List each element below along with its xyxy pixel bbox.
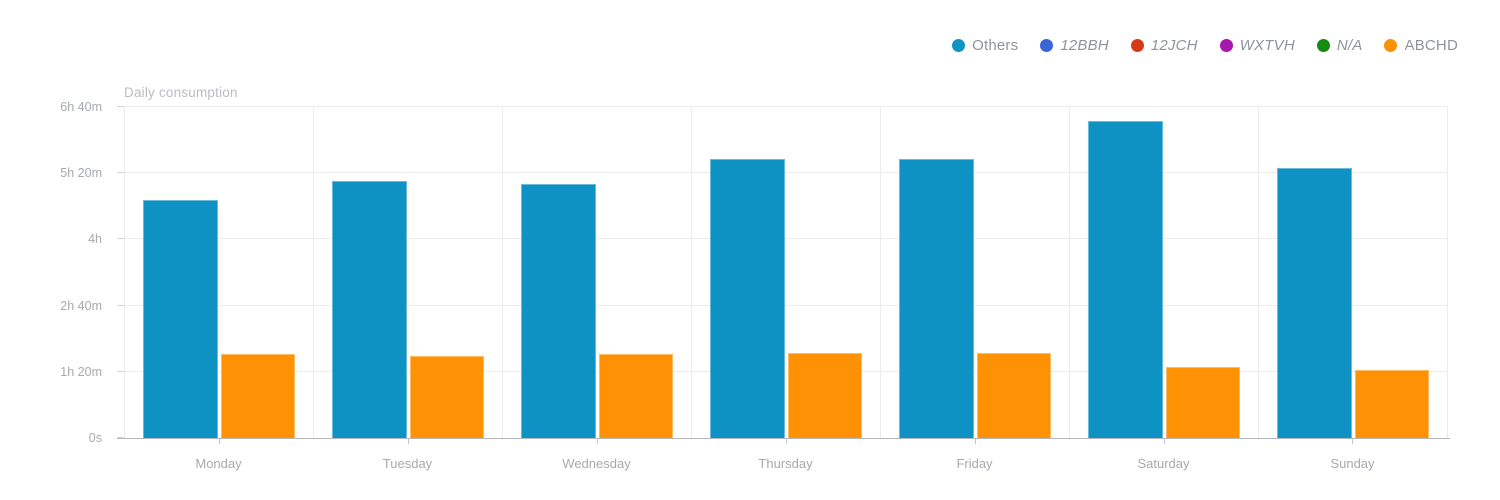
bar-others-monday[interactable] bbox=[142, 199, 219, 438]
category-column-thursday bbox=[691, 107, 880, 438]
x-axis-label-sunday: Sunday bbox=[1330, 456, 1375, 471]
y-axis-label: 4h bbox=[88, 232, 102, 247]
x-axis-label-thursday: Thursday bbox=[758, 456, 813, 471]
category-column-wednesday bbox=[502, 107, 691, 438]
gridline-vertical bbox=[313, 107, 314, 438]
gridline-horizontal bbox=[124, 172, 1447, 174]
category-column-saturday bbox=[1069, 107, 1258, 438]
category-column-friday bbox=[880, 107, 1069, 438]
x-axis-tick bbox=[596, 439, 598, 444]
bar-abchd-thursday[interactable] bbox=[788, 352, 863, 438]
legend-label: 12JCH bbox=[1150, 37, 1198, 54]
category-column-tuesday bbox=[313, 107, 502, 438]
y-axis-label: 0s bbox=[88, 431, 102, 445]
gridline-vertical bbox=[1447, 107, 1448, 438]
legend-item-abchd[interactable]: ABCHD bbox=[1384, 37, 1458, 54]
y-axis-label: 5h 20m bbox=[60, 166, 102, 181]
x-axis-labels: Monday Tuesday Wednesday Thursday Friday Satu… bbox=[124, 438, 1447, 483]
x-axis-tick bbox=[1352, 439, 1354, 444]
legend-dot-icon bbox=[1040, 39, 1054, 52]
bar-others-friday[interactable] bbox=[898, 159, 975, 438]
bar-abchd-saturday[interactable] bbox=[1166, 366, 1241, 438]
bar-abchd-wednesday[interactable] bbox=[599, 353, 674, 438]
legend-dot-icon bbox=[1219, 39, 1233, 52]
legend-item-wxtvh[interactable]: WXTVH bbox=[1219, 37, 1295, 54]
gridline-vertical bbox=[880, 107, 881, 438]
legend-label: WXTVH bbox=[1239, 37, 1295, 54]
gridline-vertical bbox=[1258, 107, 1259, 438]
bar-others-saturday[interactable] bbox=[1087, 121, 1164, 438]
x-axis-line bbox=[117, 438, 1450, 439]
category-column-sunday bbox=[1258, 107, 1447, 438]
y-axis-tick bbox=[117, 437, 124, 438]
x-axis-label-saturday: Saturday bbox=[1137, 456, 1190, 471]
legend-dot-icon bbox=[1316, 39, 1330, 52]
y-axis-label: 2h 40m bbox=[60, 298, 102, 313]
legend-label: 12BBH bbox=[1060, 37, 1109, 54]
legend-item-12jch[interactable]: 12JCH bbox=[1130, 37, 1198, 54]
bar-others-wednesday[interactable] bbox=[520, 183, 597, 438]
legend-item-n-a[interactable]: N/A bbox=[1316, 37, 1363, 54]
bar-abchd-friday[interactable] bbox=[977, 352, 1052, 438]
x-axis-tick bbox=[974, 439, 976, 444]
x-axis-label-wednesday: Wednesday bbox=[562, 456, 631, 471]
x-axis-label-friday: Friday bbox=[956, 456, 993, 471]
bar-abchd-tuesday[interactable] bbox=[410, 356, 485, 438]
y-axis-labels: 0s 1h 20m 2h 40m 4h 5h 20m 6h 40m bbox=[0, 100, 102, 445]
x-axis-tick bbox=[1163, 439, 1165, 444]
legend-dot-icon bbox=[1384, 39, 1398, 52]
gridline-vertical bbox=[502, 107, 503, 438]
y-axis-tick bbox=[117, 304, 124, 306]
gridline-horizontal bbox=[124, 238, 1447, 240]
bar-abchd-sunday[interactable] bbox=[1355, 370, 1430, 438]
gridline-vertical bbox=[1069, 107, 1070, 438]
gridline-horizontal bbox=[124, 304, 1447, 306]
gridline-vertical bbox=[691, 107, 692, 438]
chart-title: Daily consumption bbox=[124, 85, 238, 100]
legend-dot-icon bbox=[1130, 39, 1144, 52]
legend-item-12bbh[interactable]: 12BBH bbox=[1040, 37, 1109, 54]
y-axis-tick bbox=[117, 172, 124, 174]
bar-abchd-monday[interactable] bbox=[221, 353, 296, 438]
x-axis-label-tuesday: Tuesday bbox=[382, 456, 433, 471]
legend-label: N/A bbox=[1336, 37, 1363, 54]
legend-dot-icon bbox=[952, 39, 966, 52]
y-axis-label: 6h 40m bbox=[60, 100, 102, 114]
y-axis-label: 1h 20m bbox=[60, 364, 102, 379]
x-axis-label-monday: Monday bbox=[195, 456, 242, 471]
gridline-horizontal bbox=[124, 370, 1447, 372]
legend-label: Others bbox=[972, 37, 1019, 54]
legend-label: ABCHD bbox=[1404, 37, 1458, 54]
gridline-vertical bbox=[124, 107, 125, 438]
x-axis-tick bbox=[407, 439, 409, 444]
gridline-horizontal bbox=[124, 106, 1447, 107]
bar-others-sunday[interactable] bbox=[1276, 168, 1353, 438]
bar-others-thursday[interactable] bbox=[709, 159, 786, 438]
y-axis-tick bbox=[117, 238, 124, 240]
category-column-monday bbox=[124, 107, 313, 438]
legend-item-others[interactable]: Others bbox=[952, 37, 1018, 54]
y-axis-tick bbox=[117, 370, 124, 372]
y-axis-tick bbox=[117, 106, 124, 107]
x-axis-tick bbox=[785, 439, 787, 444]
plot-area bbox=[117, 106, 1448, 438]
bar-others-tuesday[interactable] bbox=[331, 180, 408, 438]
x-axis-tick bbox=[218, 439, 220, 444]
legend: Others 12BBH 12JCH WXTVH N/A ABCHD bbox=[952, 37, 1458, 54]
